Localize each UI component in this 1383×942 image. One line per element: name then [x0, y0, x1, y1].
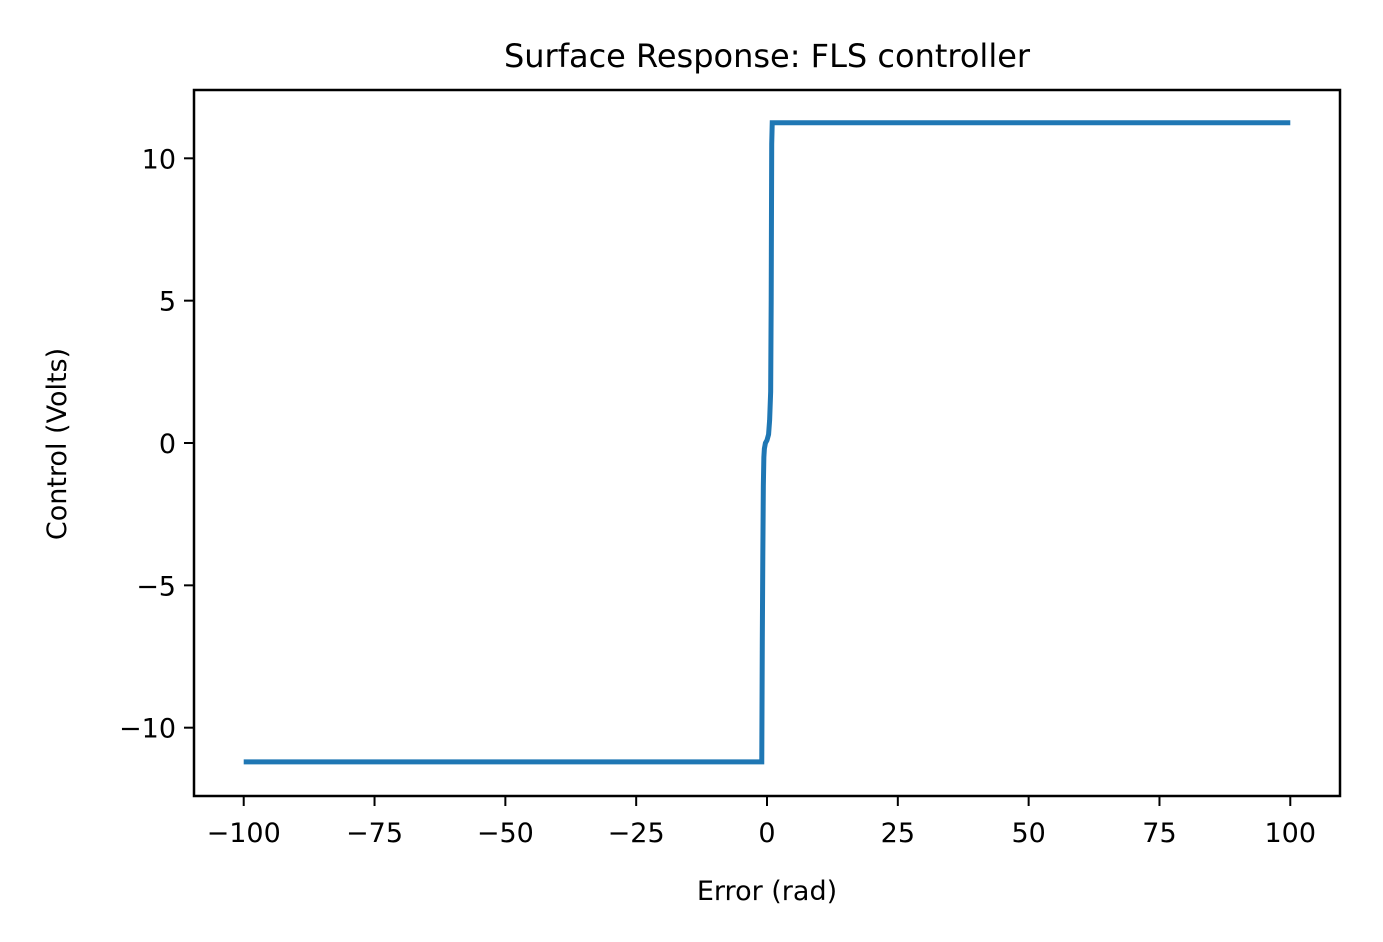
- x-tick-label: 100: [1265, 818, 1317, 849]
- y-tick-label: 10: [142, 144, 176, 175]
- x-tick-label: 0: [758, 818, 775, 849]
- y-tick-label: 5: [159, 287, 176, 318]
- x-tick-label: −100: [207, 818, 281, 849]
- x-tick-label: 25: [881, 818, 915, 849]
- x-tick-label: 75: [1142, 818, 1176, 849]
- x-tick-label: 50: [1011, 818, 1045, 849]
- x-axis-label: Error (rad): [697, 876, 837, 907]
- x-tick-label: −75: [346, 818, 403, 849]
- x-tick-label: −50: [477, 818, 534, 849]
- y-tick-label: 0: [159, 429, 176, 460]
- y-axis-ticks: −10 −5 0 5 10: [119, 144, 194, 745]
- chart-title: Surface Response: FLS controller: [504, 37, 1031, 75]
- y-tick-label: −10: [119, 714, 176, 745]
- y-tick-label: −5: [136, 571, 176, 602]
- x-tick-label: −25: [608, 818, 665, 849]
- series-line: [243, 120, 1291, 765]
- x-axis-ticks: −100 −75 −50 −25 0 25 50 75 100: [207, 796, 1316, 849]
- y-axis-label: Control (Volts): [42, 348, 73, 540]
